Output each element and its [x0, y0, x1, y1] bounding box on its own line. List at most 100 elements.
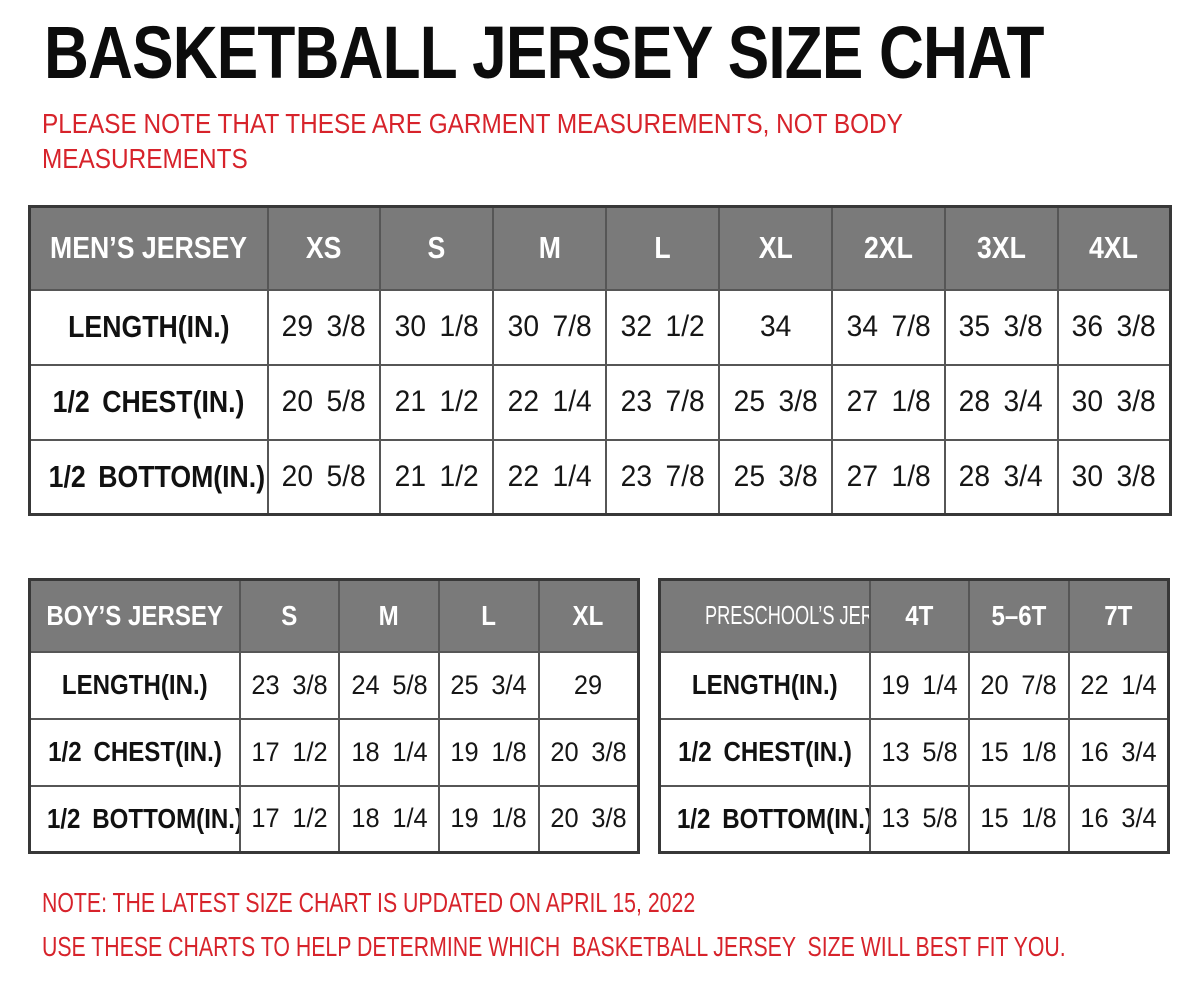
measurement-value: 29	[574, 669, 603, 700]
value-cell: 15 1/8	[968, 717, 1070, 787]
value-cell: 30 1/8	[379, 288, 495, 366]
size-column-header: XL	[718, 205, 833, 291]
preschool-jersey-size-table: PRESCHOOL’S JERSEY 4T 5–6T 7T LENGTH(IN.…	[658, 578, 1170, 855]
value-cell: 30 7/8	[492, 288, 608, 366]
measurement-value: 28 3/4	[959, 459, 1044, 493]
row-label-cell: 1/2 BOTTOM(IN.)	[28, 438, 269, 516]
mens-jersey-size-table: MEN’S JERSEY XS S M L XL 2XL 3XL 4XL LEN…	[28, 205, 1172, 517]
measurement-value: 19 1/8	[450, 803, 527, 834]
value-cell: 28 3/4	[943, 363, 1059, 441]
table-row: 1/2 CHEST(IN.) 17 1/2 18 1/4 19 1/8 20 3…	[28, 717, 640, 787]
measurement-value: 20 7/8	[980, 669, 1058, 700]
measurement-value: 34	[759, 310, 792, 344]
row-label-cell: 1/2 CHEST(IN.)	[658, 717, 871, 787]
size-label: 5–6T	[991, 599, 1047, 631]
size-column-header: S	[238, 578, 341, 653]
value-cell: 17 1/2	[238, 784, 341, 854]
value-cell: 29 3/8	[266, 288, 382, 366]
value-cell: 20 3/8	[537, 784, 640, 854]
measurement-value: 20 3/8	[550, 803, 627, 834]
value-cell: 23 3/8	[238, 650, 341, 720]
size-label: L	[481, 599, 497, 631]
measurement-value: 28 3/4	[959, 385, 1044, 419]
table-row: LENGTH(IN.) 29 3/8 30 1/8 30 7/8 32 1/2 …	[28, 288, 1172, 366]
size-column-header: M	[338, 578, 440, 653]
value-cell: 21 1/2	[379, 363, 495, 441]
row-label-cell: LENGTH(IN.)	[28, 288, 269, 366]
row-label: 1/2 CHEST(IN.)	[52, 384, 245, 420]
update-note: NOTE: THE LATEST SIZE CHART IS UPDATED O…	[42, 887, 1200, 918]
value-cell: 25 3/8	[718, 438, 833, 516]
row-label-cell: 1/2 BOTTOM(IN.)	[28, 784, 241, 854]
page-title-text: BASKETBALL JERSEY SIZE CHAT	[44, 11, 1044, 94]
value-cell: 34 7/8	[830, 288, 946, 366]
measurement-value: 27 1/8	[846, 385, 931, 419]
value-cell: 13 5/8	[868, 717, 971, 787]
measurement-value: 16 3/4	[1080, 803, 1157, 834]
table-row: 1/2 BOTTOM(IN.) 17 1/2 18 1/4 19 1/8 20 …	[28, 784, 640, 854]
row-label: LENGTH(IN.)	[61, 669, 208, 701]
measurement-value: 18 1/4	[351, 736, 428, 767]
header-row: MEN’S JERSEY XS S M L XL 2XL 3XL 4XL	[28, 205, 1172, 291]
row-label-cell: 1/2 CHEST(IN.)	[28, 363, 269, 441]
value-cell: 15 1/8	[968, 784, 1070, 854]
value-cell: 27 1/8	[830, 363, 946, 441]
footer-notes: NOTE: THE LATEST SIZE CHART IS UPDATED O…	[42, 887, 1200, 962]
value-cell: 25 3/4	[438, 650, 540, 720]
measurement-value: 22 1/4	[1080, 669, 1157, 700]
measurement-value: 17 1/2	[251, 736, 328, 767]
value-cell: 16 3/4	[1067, 717, 1170, 787]
value-cell: 34	[718, 288, 833, 366]
value-cell: 30 3/8	[1056, 438, 1172, 516]
size-column-header: XS	[266, 205, 382, 291]
size-label: 3XL	[976, 230, 1026, 266]
value-cell: 22 1/4	[492, 438, 608, 516]
size-label: XS	[306, 230, 342, 266]
table-row: LENGTH(IN.) 23 3/8 24 5/8 25 3/4 29	[28, 650, 640, 720]
measurement-value: 20 5/8	[281, 459, 366, 493]
measurement-value: 30 1/8	[394, 310, 479, 344]
header-row: BOY’S JERSEY S M L XL	[28, 578, 640, 653]
value-cell: 19 1/8	[438, 717, 540, 787]
size-label: 7T	[1104, 599, 1133, 631]
measurement-value: 30 3/8	[1071, 385, 1156, 419]
value-cell: 24 5/8	[338, 650, 440, 720]
row-label: 1/2 CHEST(IN.)	[677, 736, 852, 768]
measurement-value: 24 5/8	[351, 669, 428, 700]
row-label: 1/2 BOTTOM(IN.)	[676, 802, 870, 834]
value-cell: 20 3/8	[537, 717, 640, 787]
value-cell: 21 1/2	[379, 438, 495, 516]
row-label-cell: 1/2 CHEST(IN.)	[28, 717, 241, 787]
value-cell: 16 3/4	[1067, 784, 1170, 854]
measurement-value: 15 1/8	[980, 736, 1058, 767]
value-cell: 29	[537, 650, 640, 720]
value-cell: 13 5/8	[868, 784, 971, 854]
table-row: 1/2 BOTTOM(IN.) 20 5/8 21 1/2 22 1/4 23 …	[28, 438, 1172, 516]
value-cell: 32 1/2	[605, 288, 720, 366]
measurement-value: 15 1/8	[980, 803, 1058, 834]
value-cell: 22 1/4	[492, 363, 608, 441]
size-chart-page: BASKETBALL JERSEY SIZE CHAT PLEASE NOTE …	[28, 11, 1200, 962]
value-cell: 23 7/8	[605, 363, 720, 441]
table-name-cell: PRESCHOOL’S JERSEY	[658, 578, 871, 653]
size-label: M	[538, 230, 561, 266]
value-cell: 18 1/4	[338, 784, 440, 854]
size-label: 2XL	[863, 230, 913, 266]
table-name: BOY’S JERSEY	[46, 599, 224, 631]
size-label: M	[379, 599, 400, 631]
measurement-value: 35 3/8	[959, 310, 1044, 344]
header-row: PRESCHOOL’S JERSEY 4T 5–6T 7T	[658, 578, 1170, 653]
size-column-header: L	[605, 205, 720, 291]
table-name-cell: MEN’S JERSEY	[28, 205, 269, 291]
size-label: XL	[758, 230, 793, 266]
measurement-value: 25 3/4	[450, 669, 527, 700]
value-cell: 19 1/4	[868, 650, 971, 720]
table-name: PRESCHOOL’S JERSEY	[704, 600, 868, 631]
row-label: 1/2 BOTTOM(IN.)	[46, 802, 240, 834]
size-label: S	[427, 230, 446, 266]
table-row: 1/2 BOTTOM(IN.) 13 5/8 15 1/8 16 3/4	[658, 784, 1170, 854]
measurement-value: 21 1/2	[394, 459, 479, 493]
value-cell: 19 1/8	[438, 784, 540, 854]
measurement-value: 30 7/8	[507, 310, 592, 344]
size-column-header: L	[438, 578, 540, 653]
